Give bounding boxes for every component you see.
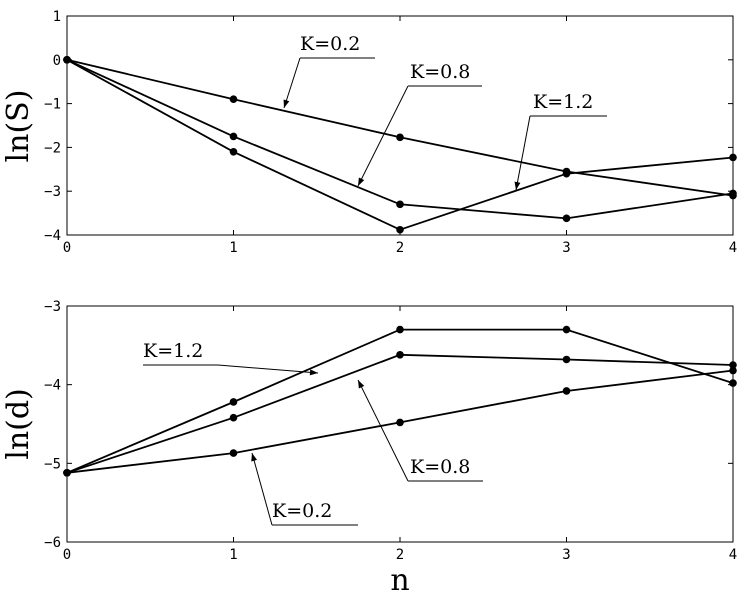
series-annotation-label: K=0.8 <box>410 61 470 83</box>
data-point <box>729 379 737 387</box>
series-annotation-label: K=0.2 <box>272 500 332 522</box>
annotation-leader-line <box>251 452 273 526</box>
x-tick-label: 1 <box>229 240 237 256</box>
data-point <box>396 418 404 427</box>
y-tick-label: −6 <box>44 535 61 551</box>
series-line-k-0-8 <box>66 353 734 474</box>
data-point <box>396 225 404 234</box>
annotation-leader-line <box>515 115 531 191</box>
series-annotation-label: K=1.2 <box>533 91 593 113</box>
y-tick-label: 1 <box>53 9 61 25</box>
bottom-y-axis-label: ln(d) <box>1 388 36 460</box>
series-annotation-label: K=0.2 <box>300 33 360 55</box>
annotation-leader-line <box>283 57 301 109</box>
data-point <box>229 413 238 422</box>
data-point <box>729 189 737 198</box>
data-point <box>562 355 571 364</box>
data-point <box>63 468 71 477</box>
data-point <box>562 169 571 178</box>
data-point <box>396 200 404 209</box>
data-point <box>396 350 404 359</box>
y-tick-label: −3 <box>44 299 61 315</box>
y-tick-label: −1 <box>44 97 61 113</box>
annotation-leader-line <box>217 364 319 374</box>
annotation-arrowhead <box>309 369 318 376</box>
series-annotation-label: K=0.8 <box>410 456 470 478</box>
annotation-leader-line <box>357 379 409 482</box>
data-point <box>229 95 238 104</box>
top-y-axis-label: ln(S) <box>1 90 36 163</box>
x-tick-label: 4 <box>729 547 737 563</box>
data-point <box>562 214 571 223</box>
x-tick-label: 1 <box>229 547 237 563</box>
annotation-arrowhead <box>514 181 521 190</box>
annotation-arrowhead <box>358 177 365 186</box>
data-point <box>229 449 238 457</box>
x-tick-label: 3 <box>562 240 570 256</box>
data-point <box>229 398 238 406</box>
data-point <box>63 56 71 64</box>
data-point <box>729 153 737 162</box>
x-tick-label: 0 <box>63 240 71 256</box>
data-point <box>396 325 404 334</box>
annotation-arrowhead <box>358 380 365 389</box>
y-tick-label: 0 <box>53 53 61 69</box>
data-point <box>562 325 571 334</box>
y-tick-label: −3 <box>44 184 61 200</box>
y-tick-label: −5 <box>44 456 61 472</box>
bottom-panel: ln(d) n 0 1 2 3 4 −3 −4 −5 −6 K=1.2 K=0.8 K=0.2 <box>1 299 737 598</box>
data-point <box>229 147 238 156</box>
x-tick-label: 0 <box>63 547 71 563</box>
data-point <box>396 133 404 142</box>
series-annotation-label: K=1.2 <box>143 340 203 362</box>
data-point <box>729 366 737 375</box>
x-tick-label: 3 <box>562 547 570 563</box>
y-tick-label: −2 <box>44 140 61 156</box>
x-tick-label: 2 <box>396 547 404 563</box>
annotation-arrowhead <box>251 453 258 462</box>
y-tick-label: −4 <box>44 228 61 244</box>
annotation-leader-line <box>357 85 409 187</box>
data-point <box>729 361 737 369</box>
x-tick-label: 2 <box>396 240 404 256</box>
x-tick-label: 4 <box>729 240 737 256</box>
y-tick-label: −4 <box>44 378 61 394</box>
data-point <box>562 387 571 395</box>
top-panel: ln(S) 0 1 2 3 4 1 0 −1 −2 −3 −4 K=0.2 K=0.8 K=1.2 <box>1 9 737 256</box>
annotation-arrowhead <box>283 99 290 108</box>
data-point <box>229 132 238 141</box>
bottom-x-axis-label: n <box>390 563 409 598</box>
series-line-k-0-2 <box>66 58 734 197</box>
